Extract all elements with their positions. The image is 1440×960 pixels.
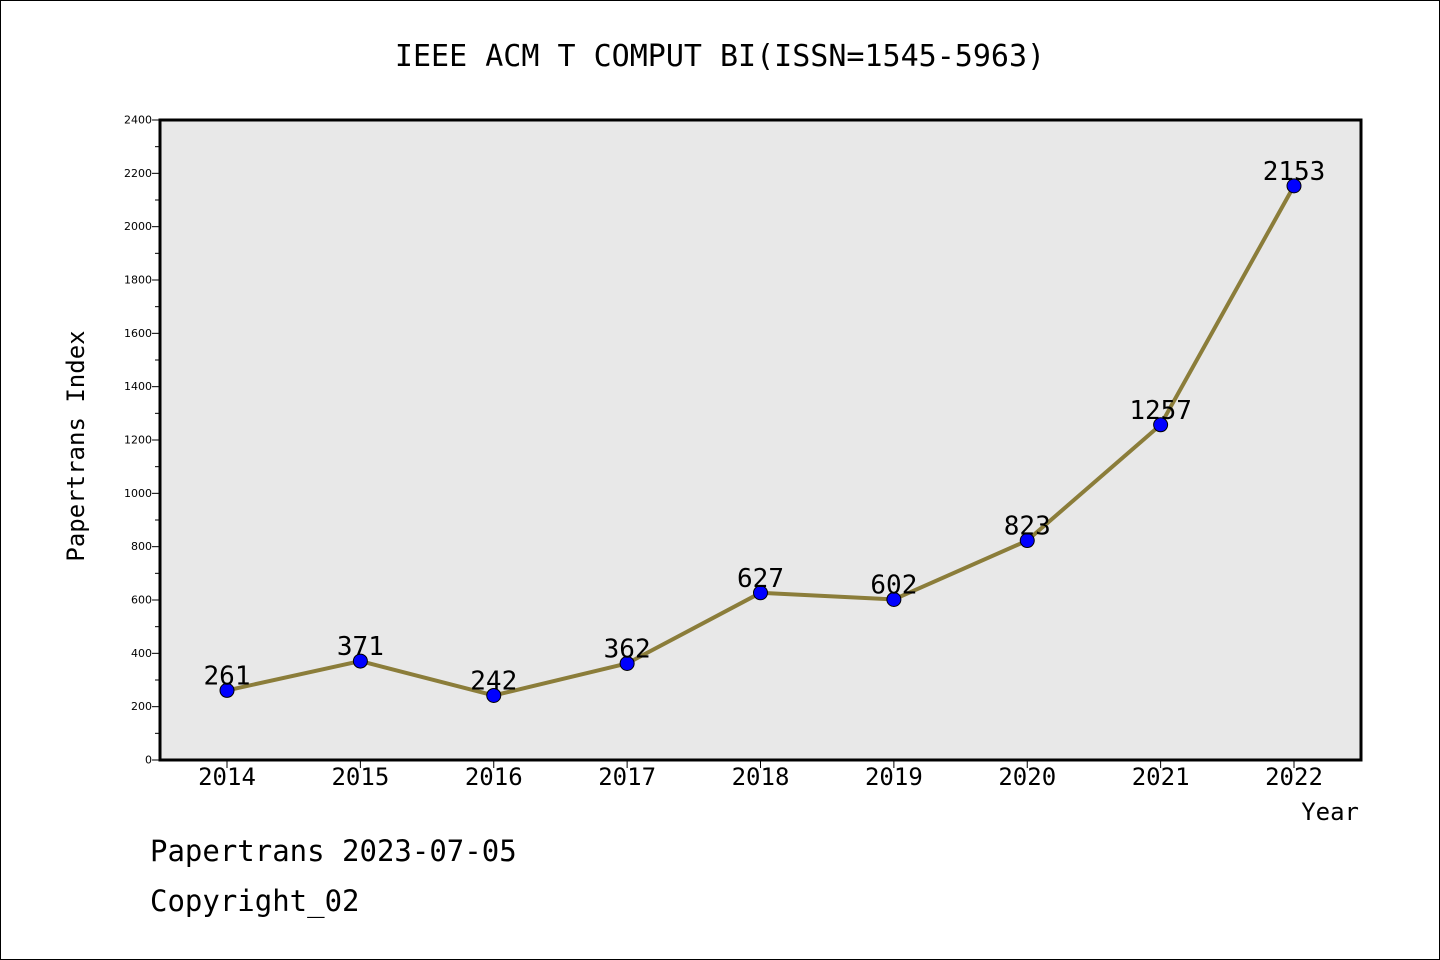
x-axis-label: Year xyxy=(1301,798,1359,826)
x-tick-label: 2020 xyxy=(998,763,1056,791)
series-layer xyxy=(219,178,1302,703)
data-label: 242 xyxy=(470,666,517,696)
y-axis-label: Papertrans Index xyxy=(62,330,90,561)
y-tick-label: 200 xyxy=(131,700,152,713)
y-tick-label: 1400 xyxy=(124,380,152,393)
data-point xyxy=(886,591,902,607)
x-tick-label: 2021 xyxy=(1132,763,1190,791)
data-label: 823 xyxy=(1004,512,1051,542)
x-tick-label: 2018 xyxy=(732,763,790,791)
data-point xyxy=(1286,178,1302,194)
x-tick-label: 2014 xyxy=(198,763,256,791)
data-label: 362 xyxy=(604,634,651,664)
data-labels: 261 371 242 362 627 602 823 1257 2153 xyxy=(204,157,1326,697)
chart-title: IEEE ACM T COMPUT BI(ISSN=1545-5963) xyxy=(395,39,1045,74)
y-tick-label: 600 xyxy=(131,594,152,607)
footer-source: Papertrans 2023-07-05 xyxy=(150,834,517,868)
y-tick-label: 1200 xyxy=(124,434,152,447)
data-point xyxy=(1153,417,1169,433)
x-tick-label: 2016 xyxy=(465,763,523,791)
x-tick-label: 2015 xyxy=(331,763,389,791)
y-tick-label: 1800 xyxy=(124,274,152,287)
x-tick-label: 2019 xyxy=(865,763,923,791)
y-tick-label: 1600 xyxy=(124,327,152,340)
data-label: 1257 xyxy=(1129,396,1192,426)
y-axis: 0 200 400 600 800 1000 1200 1400 1600 1800 2000 220… xyxy=(124,114,160,767)
data-point xyxy=(753,585,768,601)
y-tick-label: 2400 xyxy=(124,114,152,127)
data-point xyxy=(619,655,635,671)
y-tick-label: 2000 xyxy=(124,220,152,233)
y-tick-label: 800 xyxy=(131,540,152,553)
data-label: 261 xyxy=(204,661,251,691)
y-tick-label: 1000 xyxy=(124,487,152,500)
x-tick-label: 2017 xyxy=(598,763,656,791)
data-point xyxy=(352,653,368,669)
y-tick-label: 0 xyxy=(145,754,152,767)
plot-area xyxy=(158,118,1363,762)
x-tick-label: 2022 xyxy=(1265,763,1323,791)
data-label: 627 xyxy=(737,564,784,594)
footer-copyright: Copyright_02 xyxy=(150,884,360,918)
data-label: 2153 xyxy=(1263,157,1326,187)
data-label: 371 xyxy=(337,632,384,662)
data-point xyxy=(1019,533,1035,549)
data-point xyxy=(486,687,502,703)
x-axis: 2014 2015 2016 2017 2018 2019 2020 2021 2022 xyxy=(198,760,1323,791)
y-tick-label: 400 xyxy=(131,647,152,660)
y-tick-label: 2200 xyxy=(124,167,152,180)
data-label: 602 xyxy=(870,570,917,600)
data-point xyxy=(219,682,235,698)
